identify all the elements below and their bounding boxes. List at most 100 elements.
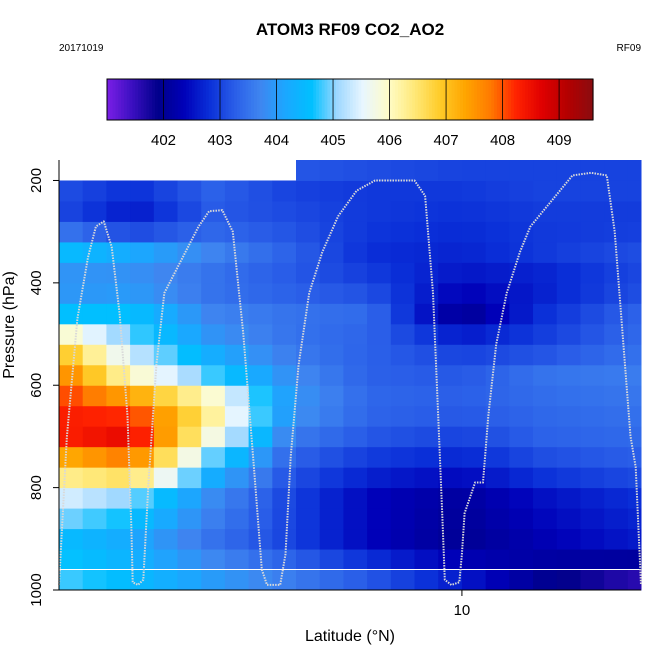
heatmap-cell <box>604 282 629 304</box>
heatmap-cell <box>627 487 642 509</box>
heatmap-cell <box>59 262 84 284</box>
heatmap-cell <box>82 569 107 591</box>
heatmap-cell <box>533 487 558 509</box>
heatmap-cell <box>390 426 416 448</box>
colorbar-swatch <box>502 79 507 120</box>
heatmap-cell <box>59 528 84 550</box>
heatmap-cell <box>106 221 131 243</box>
heatmap-cell <box>130 282 155 304</box>
heatmap-cell <box>272 282 297 304</box>
heatmap-cell <box>438 467 463 489</box>
heatmap-cell <box>343 528 368 550</box>
heatmap-cell <box>343 303 368 325</box>
colorbar-swatch <box>479 79 484 120</box>
heatmap-cell <box>533 241 558 263</box>
heatmap-cell <box>509 426 534 448</box>
heatmap-cell <box>438 262 463 284</box>
colorbar-swatch <box>485 79 490 120</box>
heatmap-cell <box>556 241 581 263</box>
heatmap-cell <box>343 426 368 448</box>
heatmap-cell <box>627 241 642 263</box>
heatmap-cell <box>296 385 321 407</box>
heatmap-cell <box>461 241 487 263</box>
heatmap-cell <box>367 569 392 591</box>
colorbar-swatch <box>225 79 230 120</box>
heatmap-cell <box>390 323 416 345</box>
colorbar-tick-label: 409 <box>547 132 572 149</box>
heatmap-cell <box>556 200 581 222</box>
heatmap-cell <box>604 344 629 366</box>
heatmap-cell <box>627 528 642 550</box>
heatmap-cell <box>224 344 250 366</box>
heatmap-cell <box>153 528 179 550</box>
heatmap-cell <box>272 323 297 345</box>
heatmap-cell <box>82 282 107 304</box>
colorbar-swatch <box>299 79 303 120</box>
heatmap-cell <box>177 262 202 284</box>
colorbar-swatch <box>239 79 244 120</box>
heatmap-cell <box>580 426 605 448</box>
heatmap-cell <box>201 405 226 427</box>
colorbar-swatch <box>149 79 153 120</box>
heatmap-cell <box>414 262 439 284</box>
heatmap-cell <box>201 323 226 345</box>
heatmap-cell <box>343 323 368 345</box>
heatmap-cell <box>533 344 558 366</box>
heatmap-cell <box>130 262 155 284</box>
heatmap-cell <box>580 508 605 530</box>
heatmap-cell <box>296 569 321 591</box>
colorbar-swatch <box>180 79 184 120</box>
heatmap-cell <box>130 241 155 263</box>
colorbar-swatch <box>276 79 280 120</box>
heatmap-cell <box>343 549 368 571</box>
heatmap-cell <box>533 200 558 222</box>
heatmap-cell <box>438 508 463 530</box>
colorbar-swatch <box>253 79 258 120</box>
heatmap-cell <box>604 446 629 468</box>
heatmap-cell <box>390 160 416 181</box>
heatmap-cell <box>485 446 510 468</box>
colorbar-swatch <box>228 79 232 120</box>
colorbar-swatch <box>567 79 571 120</box>
colorbar-swatch <box>290 79 295 120</box>
heatmap-cell <box>177 282 202 304</box>
heatmap-cell <box>106 467 131 489</box>
colorbar-swatch <box>268 79 272 120</box>
heatmap-cell <box>627 569 642 591</box>
heatmap-cell <box>319 160 344 181</box>
colorbar-swatch <box>392 79 396 120</box>
heatmap-cell <box>272 303 297 325</box>
heatmap-cell <box>319 405 344 427</box>
heatmap-cell <box>509 303 534 325</box>
heatmap-cell <box>343 282 368 304</box>
heatmap-cell <box>604 569 629 591</box>
heatmap-cell <box>604 549 629 571</box>
colorbar-swatch <box>561 79 566 120</box>
heatmap-cell <box>556 262 581 284</box>
heatmap-cell <box>248 508 273 530</box>
colorbar-swatch <box>194 79 199 120</box>
heatmap-cell <box>177 528 202 550</box>
heatmap-cell <box>82 303 107 325</box>
colorbar-swatch <box>301 79 306 120</box>
colorbar-swatch <box>338 79 343 120</box>
heatmap-cell <box>580 385 605 407</box>
heatmap-cell <box>509 221 534 243</box>
heatmap-cell <box>485 426 510 448</box>
heatmap-cell <box>224 385 250 407</box>
heatmap-cell <box>627 385 642 407</box>
heatmap-cell <box>367 241 392 263</box>
colorbar-swatch <box>460 79 464 120</box>
y-tick-label: 800 <box>28 475 45 500</box>
heatmap-cell <box>509 446 534 468</box>
heatmap-cell <box>367 303 392 325</box>
heatmap-cell <box>59 344 84 366</box>
heatmap-cell <box>153 508 179 530</box>
heatmap-cell <box>82 364 107 386</box>
heatmap-cell <box>438 569 463 591</box>
heatmap-cell <box>580 221 605 243</box>
heatmap-cell <box>533 405 558 427</box>
heatmap-cell <box>177 549 202 571</box>
heatmap-cell <box>153 405 179 427</box>
heatmap-cell <box>604 467 629 489</box>
